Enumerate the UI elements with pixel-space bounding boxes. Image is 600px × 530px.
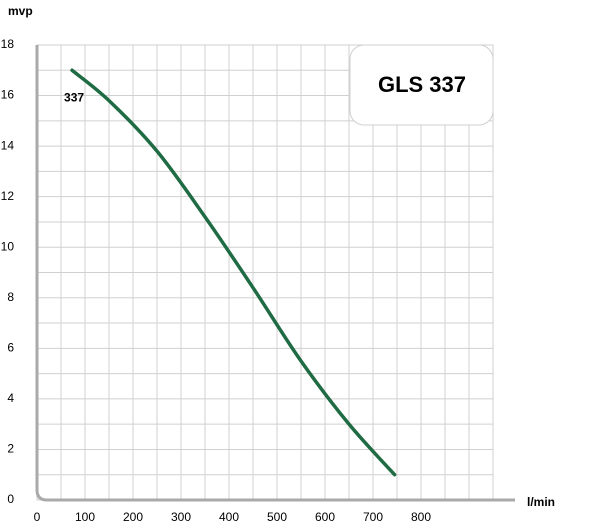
x-tick-label: 200	[123, 510, 143, 524]
y-tick-label: 6	[7, 341, 14, 355]
x-tick-label: 600	[315, 510, 335, 524]
x-tick-label: 300	[171, 510, 191, 524]
y-tick-label: 14	[1, 138, 15, 152]
x-tick-label: 700	[363, 510, 383, 524]
grid	[37, 44, 494, 500]
axes	[35, 45, 515, 502]
x-tick-label: 0	[34, 510, 41, 524]
curve	[70, 68, 397, 477]
y-tick-label: 18	[1, 37, 15, 51]
y-tick-label: 0	[7, 492, 14, 506]
series-label: 337	[64, 90, 84, 104]
x-tick-label: 100	[75, 510, 95, 524]
y-tick-label: 2	[7, 442, 14, 456]
chart-title: GLS 337	[378, 72, 466, 97]
y-tick-label: 4	[7, 391, 14, 405]
x-tick-label: 500	[267, 510, 287, 524]
y-tick-label: 8	[7, 290, 14, 304]
y-tick-label: 16	[1, 88, 15, 102]
x-axis-label: l/min	[527, 495, 555, 509]
x-tick-label: 800	[411, 510, 431, 524]
y-axis-label: mvp	[8, 4, 33, 18]
x-tick-label: 400	[219, 510, 239, 524]
y-tick-label: 12	[1, 189, 15, 203]
title-box	[349, 44, 494, 126]
y-tick-label: 10	[1, 239, 15, 253]
